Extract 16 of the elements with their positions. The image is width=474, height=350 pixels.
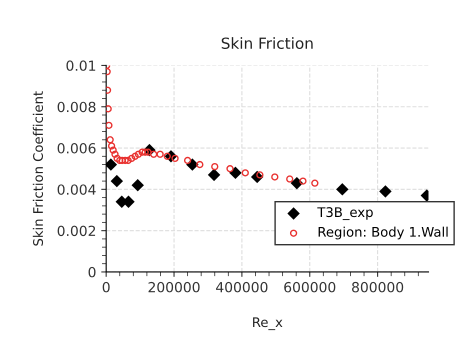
x-tick-label: 0 xyxy=(102,282,110,292)
y-tick-label: 0.006 xyxy=(58,143,96,154)
x-tick-label: 200000 xyxy=(148,282,200,292)
y-tick-label: 0.01 xyxy=(66,60,96,71)
y-tick-label: 0.004 xyxy=(58,184,96,195)
y-axis-title: Skin Friction Coefficient xyxy=(32,91,44,246)
x-tick-label: 600000 xyxy=(284,282,336,292)
x-tick-label: 400000 xyxy=(216,282,268,292)
x-axis-title: Re_x xyxy=(253,317,282,330)
legend-label: T3B_exp xyxy=(317,207,373,220)
y-tick-label: 0.002 xyxy=(58,226,96,236)
chart-title: Skin Friction xyxy=(222,37,313,49)
x-tick-label: 800000 xyxy=(352,282,404,292)
y-tick-label: 0.008 xyxy=(58,102,96,112)
y-tick-label: 0 xyxy=(88,266,96,278)
legend-label: Region: Body 1.Wall xyxy=(318,226,448,240)
